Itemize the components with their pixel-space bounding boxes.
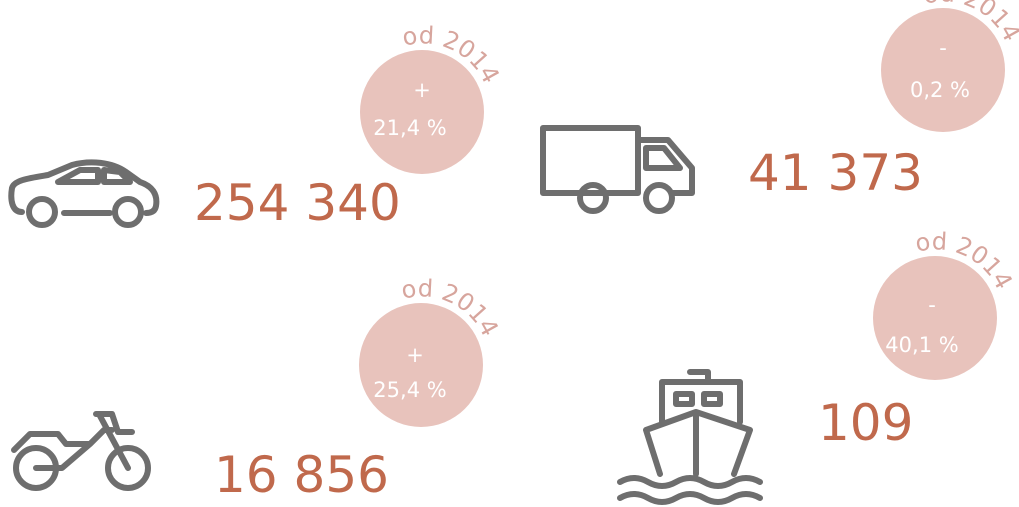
- car-icon: [8, 159, 160, 216]
- count: 109: [818, 394, 913, 452]
- wheel: [577, 182, 609, 214]
- change-value: 21,4 %: [373, 116, 446, 140]
- change-bubble: [873, 256, 997, 380]
- count: 254 340: [194, 174, 401, 232]
- count: 41 373: [748, 144, 923, 202]
- change-value: 0,2 %: [910, 78, 970, 102]
- change-bubble: [360, 50, 484, 174]
- change-value: 25,4 %: [373, 378, 446, 402]
- wheel: [26, 196, 58, 228]
- truck-icon: [540, 125, 695, 196]
- change-sign: -: [928, 293, 936, 317]
- change-bubble: [359, 303, 483, 427]
- change-sign: +: [413, 78, 431, 102]
- wheel: [112, 196, 144, 228]
- motorcycle-item: 16 856 + 25,4 % od 2014: [11, 274, 504, 504]
- count: 16 856: [214, 446, 389, 504]
- wheel: [105, 445, 151, 491]
- ship-icon: [617, 369, 763, 505]
- change-sign: -: [939, 36, 947, 60]
- motorcycle-icon: [11, 411, 135, 471]
- change-bubble: [881, 8, 1005, 132]
- wheel: [643, 182, 675, 214]
- change-value: 40,1 %: [885, 333, 958, 357]
- car-item: 254 340 + 21,4 % od 2014: [8, 21, 505, 232]
- truck-item: 41 373 - 0,2 % od 2014: [540, 0, 1019, 214]
- change-sign: +: [406, 343, 424, 367]
- ship-item: 109 - 40,1 % od 2014: [617, 227, 1018, 505]
